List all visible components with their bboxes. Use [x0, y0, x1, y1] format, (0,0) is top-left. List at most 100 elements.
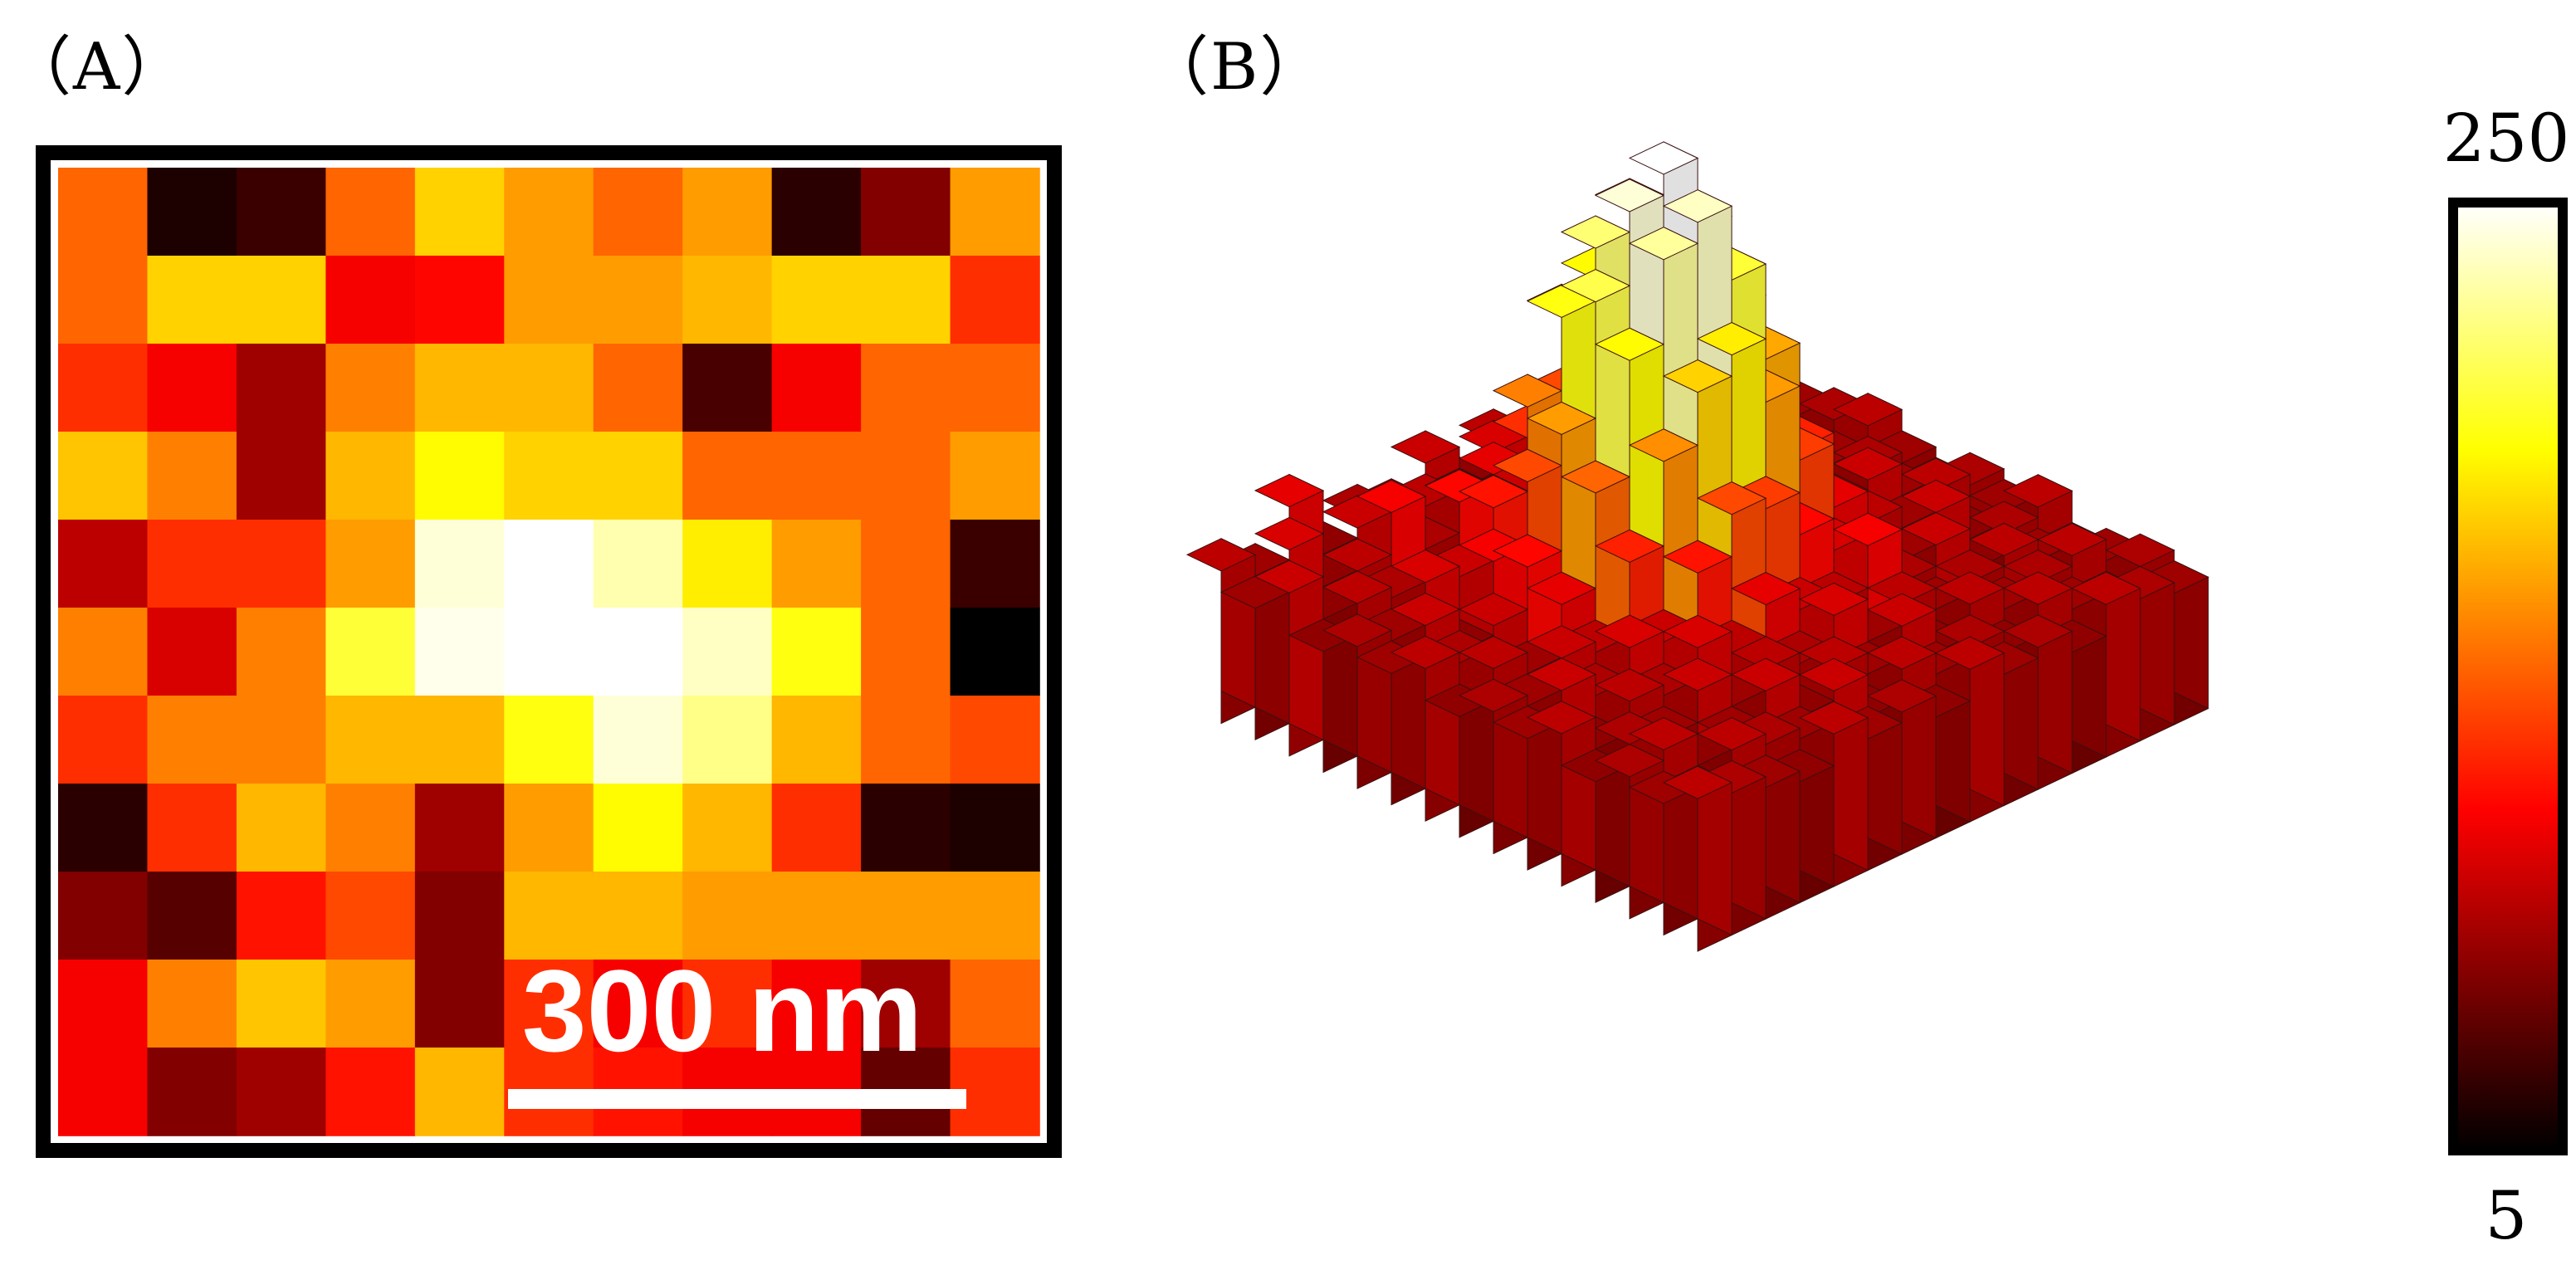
- heatmap-cell: [236, 872, 327, 960]
- heatmap-cell: [861, 696, 951, 784]
- heatmap-cell: [58, 784, 149, 872]
- heatmap-cell: [504, 520, 594, 608]
- heatmap-cell: [414, 1048, 506, 1136]
- heatmap-cell: [504, 784, 594, 872]
- heatmap-cell: [325, 784, 416, 872]
- bar-3d: [1764, 749, 1835, 904]
- bar-3d: [2036, 619, 2108, 774]
- heatmap-cell: [236, 608, 327, 696]
- bar-3d: [2139, 559, 2210, 725]
- heatmap-cell: [950, 608, 1040, 696]
- heatmap-cell: [593, 696, 683, 784]
- heatmap-cell: [236, 696, 327, 784]
- scale-bar: 300 nm: [508, 945, 966, 1109]
- bar-3d: [1730, 754, 1801, 920]
- heatmap-cell: [325, 696, 416, 784]
- heatmap-cell: [861, 608, 951, 696]
- heatmap-cell: [414, 608, 506, 696]
- bar-3d: [1798, 701, 1870, 887]
- heatmap-cell: [58, 256, 149, 344]
- colorbar-max-label: 250: [2442, 100, 2570, 177]
- heatmap-cell: [950, 520, 1040, 608]
- heatmap-cell: [325, 256, 416, 344]
- heatmap-cell: [236, 784, 327, 872]
- bar-3d: [1254, 559, 1325, 757]
- heatmap-cell: [593, 520, 683, 608]
- heatmap-cell: [682, 432, 773, 520]
- heatmap-cell: [682, 344, 773, 432]
- bar-3d: [1288, 618, 1359, 774]
- heatmap-cell: [504, 344, 594, 432]
- heatmap-cell: [147, 784, 237, 872]
- heatmap-cell: [861, 960, 951, 1048]
- heatmap-cell: [771, 696, 862, 784]
- heatmap-cell: [771, 344, 862, 432]
- heatmap-cell: [414, 168, 506, 256]
- heatmap-cell: [593, 872, 683, 960]
- heatmap-cell: [325, 1048, 416, 1136]
- heatmap-cell: [58, 608, 149, 696]
- bar-3d: [1866, 679, 1938, 855]
- heatmap-cell: [950, 872, 1040, 960]
- bar-3d: [2104, 565, 2176, 742]
- heatmap-cell: [147, 256, 237, 344]
- heatmap-cell: [414, 784, 506, 872]
- bar-3d: [1356, 640, 1427, 806]
- heatmap-cell: [771, 784, 862, 872]
- colorbar-min-label: 5: [2485, 1177, 2528, 1254]
- heatmap-cell: [593, 168, 683, 256]
- heatmap-cell: [504, 168, 594, 256]
- heatmap-cell: [682, 520, 773, 608]
- heatmap-cell: [682, 256, 773, 344]
- heatmap-cell: [58, 696, 149, 784]
- heatmap-cell: [950, 784, 1040, 872]
- heatmap-cell: [682, 696, 773, 784]
- heatmap-cell: [504, 872, 594, 960]
- heatmap-cell: [147, 520, 237, 608]
- heatmap-cell: [147, 344, 237, 432]
- heatmap-cell: [682, 168, 773, 256]
- bar-3d: [1662, 765, 1733, 952]
- heatmap-cell: [147, 432, 237, 520]
- heatmap-cell: [147, 1048, 237, 1136]
- bar-3d: [1696, 759, 1767, 936]
- bar-3d: [1185, 538, 1257, 725]
- heatmap-cell: [147, 168, 237, 256]
- heatmap-cell: [593, 608, 683, 696]
- panel-a-label: （A）: [7, 30, 188, 105]
- heatmap-cell: [58, 520, 149, 608]
- heatmap-cell: [414, 256, 506, 344]
- heatmap-cell: [236, 344, 327, 432]
- heatmap-cell: [325, 872, 416, 960]
- heatmap-cell: [58, 432, 149, 520]
- heatmap-cell: [593, 344, 683, 432]
- heatmap-cell: [682, 784, 773, 872]
- heatmap-cell: [58, 344, 149, 432]
- heatmap-cell: [504, 608, 594, 696]
- heatmap-cell: [58, 168, 149, 256]
- heatmap-cell: [771, 168, 862, 256]
- heatmap-cell: [950, 432, 1040, 520]
- heatmap-cell: [682, 960, 773, 1048]
- scale-bar-label: 300 nm: [522, 945, 922, 1076]
- bar-3d: [1628, 770, 1699, 936]
- heatmap-cell: [771, 256, 862, 344]
- heatmap-cell: [147, 960, 237, 1048]
- colorbar: [2448, 198, 2568, 1155]
- heatmap-cell: [236, 520, 327, 608]
- heatmap-cell: [504, 432, 594, 520]
- bar-3d: [1492, 705, 1563, 871]
- heatmap-cell: [325, 344, 416, 432]
- heatmap-cell: [325, 168, 416, 256]
- heatmap-cell: [414, 696, 506, 784]
- heatmap-cell: [147, 872, 237, 960]
- heatmap-cell: [325, 960, 416, 1048]
- heatmap-cell: [771, 520, 862, 608]
- heatmap-cell: [58, 960, 149, 1048]
- heatmap-frame: [36, 145, 1062, 1158]
- heatmap-cell: [414, 432, 506, 520]
- heatmap-cell: [950, 696, 1040, 784]
- heatmap-cell: [236, 960, 327, 1048]
- panel-b-label: （B）: [1144, 30, 1327, 105]
